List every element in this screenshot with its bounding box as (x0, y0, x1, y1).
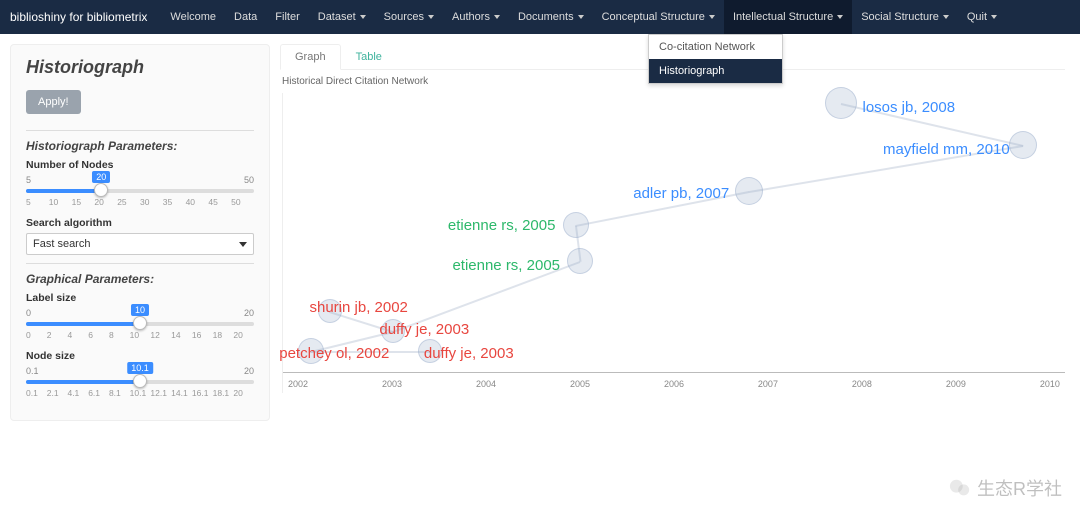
nav-item-quit[interactable]: Quit (958, 0, 1006, 34)
node[interactable] (825, 87, 857, 119)
node-label: duffy je, 2003 (424, 345, 514, 362)
node-label: shurin jb, 2002 (310, 299, 408, 316)
x-tick: 2008 (852, 379, 872, 389)
page-title: Historiograph (26, 57, 254, 78)
nav-item-data[interactable]: Data (225, 0, 266, 34)
label-node-size: Node size (26, 350, 254, 362)
node[interactable] (735, 177, 763, 205)
navbar: biblioshiny for bibliometrix WelcomeData… (0, 0, 1080, 34)
sidebar: Historiograph Apply! Historiograph Param… (10, 44, 270, 421)
x-tick: 2007 (758, 379, 778, 389)
select-search-algorithm[interactable]: Fast search (26, 233, 254, 255)
label-number-of-nodes: Number of Nodes (26, 159, 254, 171)
x-axis-ticks: 2002 2003 2004 2005 2006 2007 2008 2009 2010 (283, 379, 1065, 389)
slider-handle[interactable] (133, 316, 147, 330)
node[interactable] (563, 212, 589, 238)
chevron-down-icon (943, 15, 949, 19)
apply-button[interactable]: Apply! (26, 90, 81, 114)
chevron-down-icon (837, 15, 843, 19)
chevron-down-icon (428, 15, 434, 19)
x-tick: 2009 (946, 379, 966, 389)
chevron-down-icon (578, 15, 584, 19)
node-label: adler pb, 2007 (633, 185, 729, 202)
tab-graph[interactable]: Graph (280, 44, 341, 70)
x-tick: 2002 (288, 379, 308, 389)
section-graphical-params: Graphical Parameters: (26, 263, 254, 286)
slider-label-size[interactable]: 020 10 02468101214161820 (26, 308, 254, 340)
node-label: losos jb, 2008 (863, 99, 956, 116)
slider-node-size[interactable]: 0.120 10.1 0.12.14.16.18.110.112.114.116… (26, 366, 254, 398)
x-tick: 2003 (382, 379, 402, 389)
brand: biblioshiny for bibliometrix (10, 10, 147, 24)
chevron-down-icon (360, 15, 366, 19)
nav-item-dataset[interactable]: Dataset (309, 0, 375, 34)
chevron-down-icon (991, 15, 997, 19)
node[interactable] (567, 248, 593, 274)
x-tick: 2005 (570, 379, 590, 389)
x-tick: 2004 (476, 379, 496, 389)
nav-item-welcome[interactable]: Welcome (161, 0, 225, 34)
chevron-down-icon (494, 15, 500, 19)
nav-item-filter[interactable]: Filter (266, 0, 308, 34)
nav-item-conceptual-structure[interactable]: Conceptual Structure (593, 0, 724, 34)
watermark: 生态R学社 (949, 475, 1062, 501)
node-label: mayfield mm, 2010 (883, 141, 1010, 158)
chevron-down-icon (239, 242, 247, 247)
label-search-algorithm: Search algorithm (26, 217, 254, 229)
x-tick: 2006 (664, 379, 684, 389)
citation-network-chart: 2002 2003 2004 2005 2006 2007 2008 2009 2010 los… (282, 93, 1065, 393)
label-label-size: Label size (26, 292, 254, 304)
dropdown-item-historiograph[interactable]: Historiograph (649, 59, 782, 83)
wechat-icon (949, 477, 971, 499)
tab-table[interactable]: Table (341, 44, 397, 69)
node[interactable] (1009, 131, 1037, 159)
nav-item-authors[interactable]: Authors (443, 0, 509, 34)
chevron-down-icon (709, 15, 715, 19)
dropdown-item-co-citation-network[interactable]: Co-citation Network (649, 35, 782, 59)
x-axis (283, 372, 1065, 373)
section-historiograph-params: Historiograph Parameters: (26, 130, 254, 153)
select-search-algorithm-value: Fast search (33, 238, 90, 250)
x-tick: 2010 (1040, 379, 1060, 389)
intellectual-structure-dropdown: Co-citation NetworkHistoriograph (648, 34, 783, 84)
node-label: etienne rs, 2005 (448, 217, 556, 234)
node-label: petchey ol, 2002 (279, 345, 389, 362)
slider-number-of-nodes[interactable]: 550 20 5101520253035404550 (26, 175, 254, 207)
content-area: GraphTable Historical Direct Citation Ne… (280, 34, 1080, 431)
slider-handle[interactable] (133, 374, 147, 388)
node-label: etienne rs, 2005 (452, 257, 560, 274)
nav-item-sources[interactable]: Sources (375, 0, 443, 34)
watermark-text: 生态R学社 (977, 475, 1062, 501)
node-label: duffy je, 2003 (379, 321, 469, 338)
nav-item-social-structure[interactable]: Social Structure (852, 0, 958, 34)
nav-item-documents[interactable]: Documents (509, 0, 593, 34)
nav-item-intellectual-structure[interactable]: Intellectual Structure (724, 0, 852, 34)
slider-handle[interactable] (94, 183, 108, 197)
